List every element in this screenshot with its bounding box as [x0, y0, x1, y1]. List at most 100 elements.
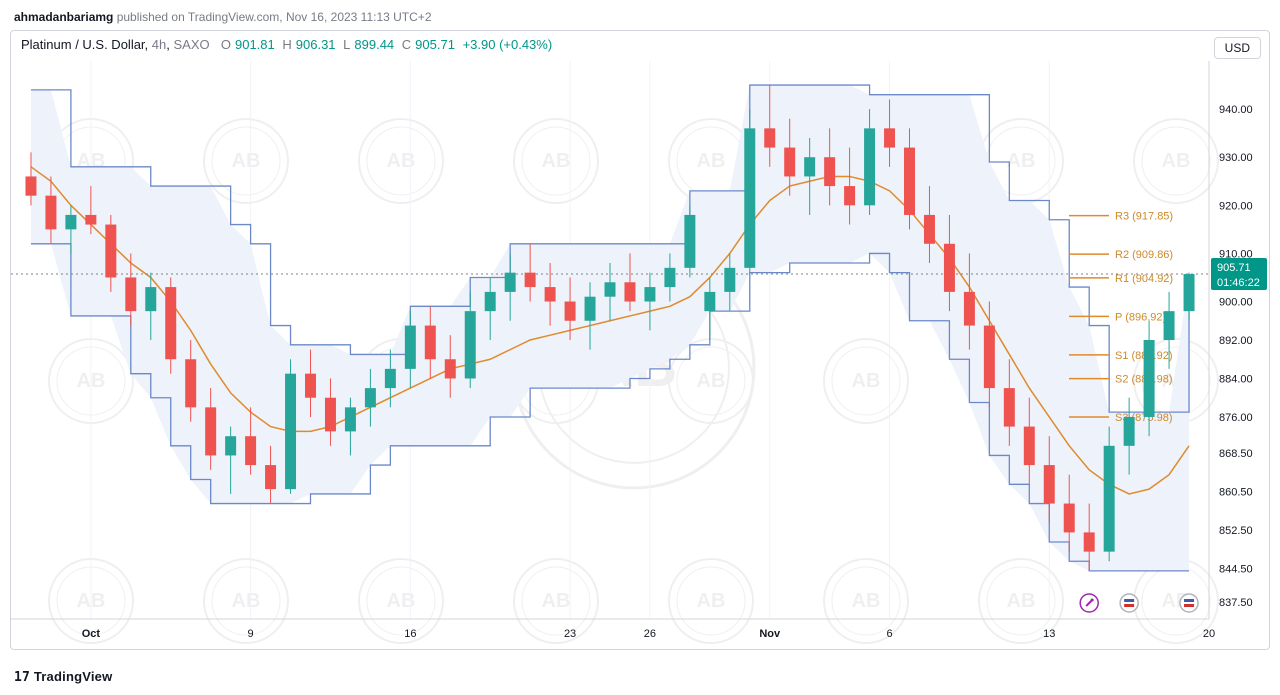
candle	[624, 282, 635, 301]
candle	[425, 326, 436, 360]
x-tick: Nov	[759, 628, 781, 640]
chart-plot[interactable]: ABABABABABABABABABABABABABABABABABABABAB…	[11, 61, 1269, 649]
y-tick: 900.00	[1219, 297, 1253, 309]
x-tick: 6	[886, 628, 892, 640]
candle	[924, 215, 935, 244]
candle	[585, 297, 596, 321]
pivot-label-R2: R2 (909.86)	[1115, 249, 1173, 261]
x-tick: 16	[404, 628, 416, 640]
x-tick: 20	[1203, 628, 1215, 640]
candle	[1004, 388, 1015, 426]
candle	[325, 398, 336, 432]
candle	[864, 128, 875, 205]
chart-title: Platinum / U.S. Dollar, 4h, SAXO O901.81…	[21, 37, 552, 52]
svg-text:AB: AB	[1162, 150, 1191, 172]
y-tick: 892.00	[1219, 335, 1253, 347]
candle	[884, 128, 895, 147]
svg-text:AB: AB	[542, 150, 571, 172]
candle	[285, 374, 296, 489]
candle	[445, 359, 456, 378]
svg-text:AB: AB	[387, 590, 416, 612]
tradingview-logo: 17 TradingView	[14, 669, 112, 685]
candle	[105, 225, 116, 278]
svg-text:AB: AB	[1007, 150, 1036, 172]
svg-text:AB: AB	[542, 590, 571, 612]
price-flag: 905.7101:46:22	[1211, 258, 1267, 290]
svg-text:AB: AB	[697, 590, 726, 612]
currency-button[interactable]: USD	[1214, 37, 1261, 59]
flag-icon[interactable]	[1120, 594, 1138, 612]
flag-icon[interactable]	[1180, 594, 1198, 612]
svg-text:AB: AB	[852, 590, 881, 612]
svg-text:AB: AB	[1007, 590, 1036, 612]
x-tick: Oct	[82, 628, 101, 640]
candle	[844, 186, 855, 205]
svg-text:AB: AB	[852, 370, 881, 392]
candle	[684, 215, 695, 268]
candle	[605, 282, 616, 296]
candle	[1044, 465, 1055, 503]
candle	[485, 292, 496, 311]
y-tick: 920.00	[1219, 200, 1253, 212]
candle	[65, 215, 76, 229]
candle	[824, 157, 835, 186]
svg-text:AB: AB	[697, 150, 726, 172]
svg-text:AB: AB	[387, 150, 416, 172]
pivot-label-R1: R1 (904.92)	[1115, 273, 1173, 285]
candle	[125, 277, 136, 311]
candle	[1124, 417, 1135, 446]
candle	[85, 215, 96, 225]
x-tick: 23	[564, 628, 576, 640]
y-tick: 876.00	[1219, 412, 1253, 424]
event-icon[interactable]	[1080, 594, 1098, 612]
candle	[904, 148, 915, 215]
candle	[245, 436, 256, 465]
pivot-label-P: P (896.92)	[1115, 311, 1166, 323]
candle	[724, 268, 735, 292]
candle	[305, 374, 316, 398]
candle	[1024, 427, 1035, 465]
svg-text:AB: AB	[232, 150, 261, 172]
y-tick: 940.00	[1219, 104, 1253, 116]
candle	[345, 407, 356, 431]
candle	[165, 287, 176, 359]
candle	[784, 148, 795, 177]
candle	[744, 128, 755, 268]
y-tick: 884.00	[1219, 373, 1253, 385]
y-tick: 860.50	[1219, 487, 1253, 499]
candle	[365, 388, 376, 407]
candle	[964, 292, 975, 326]
svg-text:AB: AB	[232, 590, 261, 612]
candle	[465, 311, 476, 378]
pivot-label-R3: R3 (917.85)	[1115, 211, 1173, 223]
x-tick: 9	[248, 628, 254, 640]
candle	[225, 436, 236, 455]
x-tick: 13	[1043, 628, 1055, 640]
x-tick: 26	[644, 628, 656, 640]
candle	[1084, 532, 1095, 551]
candle	[205, 407, 216, 455]
candle	[545, 287, 556, 301]
candle	[984, 326, 995, 389]
candle	[1104, 446, 1115, 552]
candle	[405, 326, 416, 369]
candle	[505, 273, 516, 292]
candle	[145, 287, 156, 311]
candle	[385, 369, 396, 388]
svg-text:01:46:22: 01:46:22	[1217, 277, 1260, 289]
candle	[565, 302, 576, 321]
y-tick: 852.50	[1219, 525, 1253, 537]
chart-frame: USD Platinum / U.S. Dollar, 4h, SAXO O90…	[10, 30, 1270, 650]
candle	[525, 273, 536, 287]
candle	[25, 176, 36, 195]
candle	[265, 465, 276, 489]
candle	[764, 128, 775, 147]
candle	[704, 292, 715, 311]
candle	[944, 244, 955, 292]
y-tick: 844.50	[1219, 563, 1253, 575]
candle	[664, 268, 675, 287]
candle	[1184, 274, 1195, 311]
candle	[185, 359, 196, 407]
candle	[644, 287, 655, 301]
publish-info: ahmadanbariamg published on TradingView.…	[14, 10, 432, 24]
